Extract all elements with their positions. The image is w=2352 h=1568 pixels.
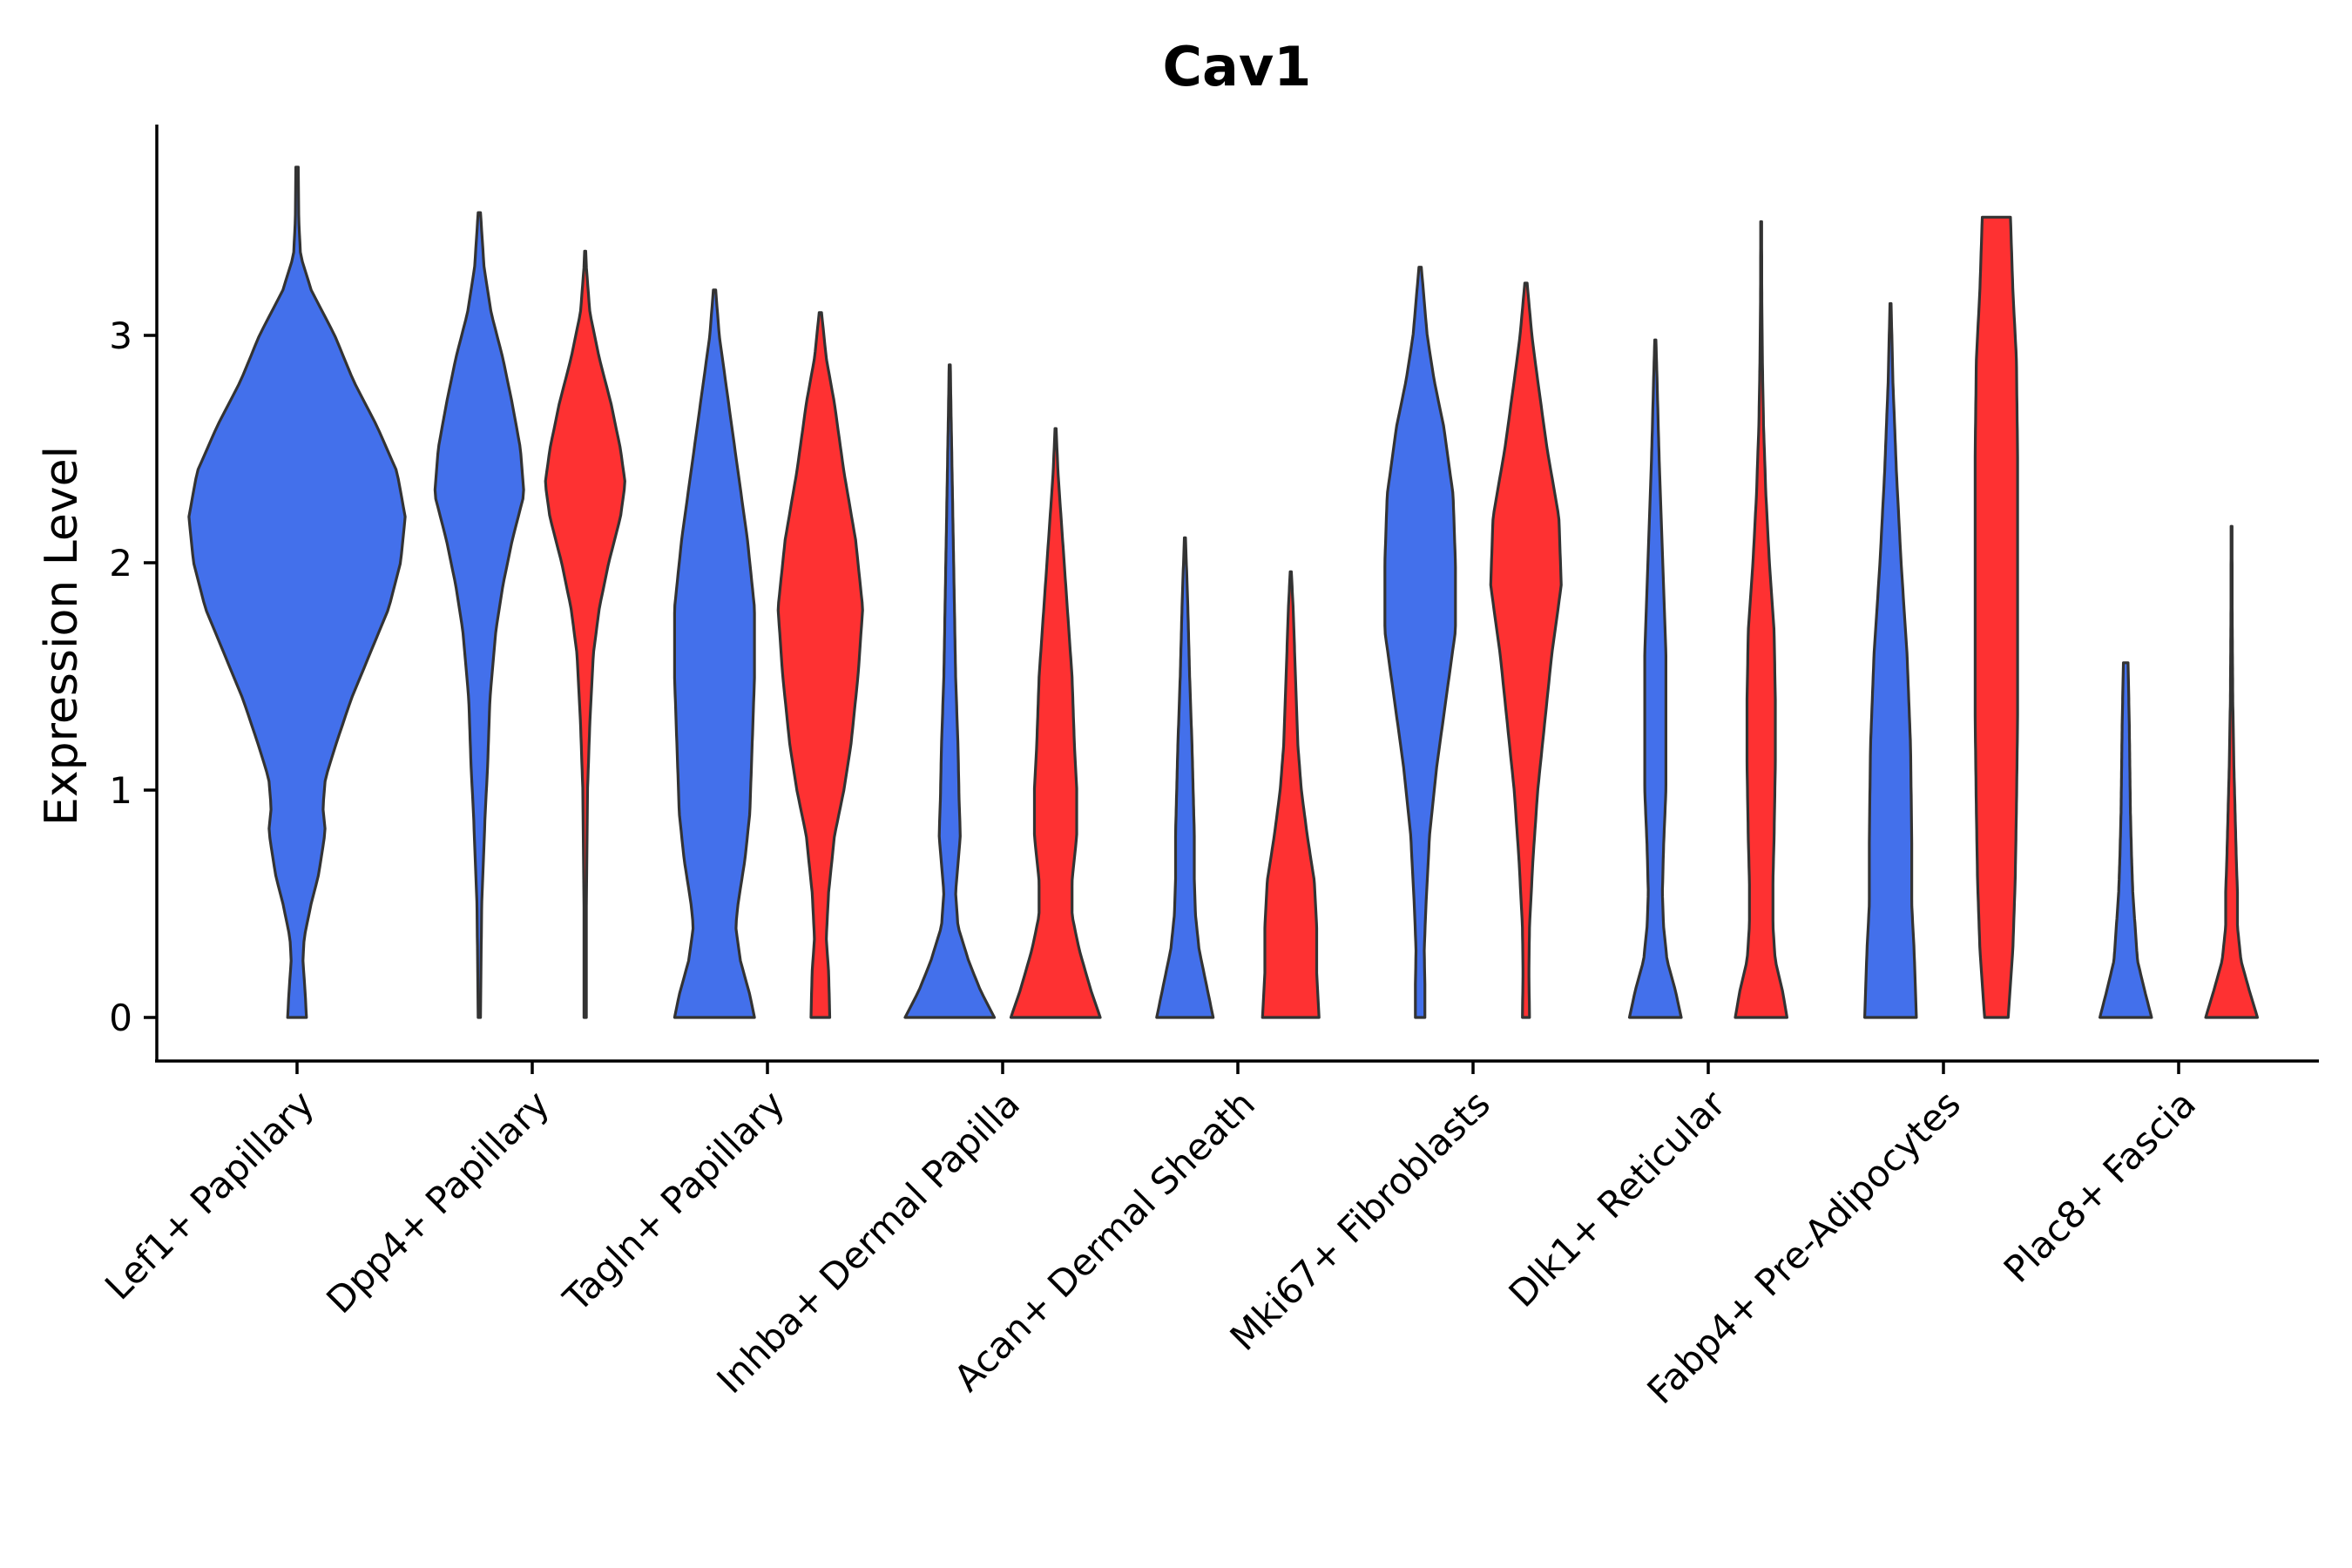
chart-title: Cav1 <box>1163 35 1312 98</box>
x-tick-label-6: Mki67+ Fibroblasts <box>1222 1082 1498 1358</box>
violin-v13-red <box>1734 220 1788 1019</box>
violin-v8-blue <box>1155 536 1215 1019</box>
violin-v3-red <box>544 249 626 1019</box>
violin-v10-blue <box>1383 266 1457 1019</box>
y-ticks-group: 0 1 2 3 <box>109 314 157 1039</box>
x-tick-label-3: Tagln+ Papillary <box>555 1082 793 1320</box>
y-tick-label-1: 1 <box>109 769 132 812</box>
y-tick-label-2: 2 <box>109 542 132 585</box>
violin-v1-blue <box>187 166 407 1019</box>
violin-v12-blue <box>1627 338 1683 1019</box>
x-tick-label-7: Dlk1+ Reticular <box>1501 1082 1734 1315</box>
x-tick-label-2: Dpp4+ Papillary <box>318 1082 558 1321</box>
y-tick-label-0: 0 <box>109 997 132 1039</box>
violin-v14-blue <box>1863 301 1918 1019</box>
violin-v11-red <box>1489 281 1563 1019</box>
violin-v4-blue <box>672 288 756 1019</box>
violin-v17-red <box>2204 524 2259 1019</box>
violin-v15-red <box>1973 215 2019 1019</box>
y-axis-label: Expression Level <box>36 446 88 826</box>
violin-v6-blue <box>903 363 997 1019</box>
violin-v7-red <box>1009 427 1102 1019</box>
violin-v5-red <box>776 311 864 1019</box>
x-tick-label-1: Lef1+ Papillary <box>97 1082 322 1308</box>
violins-group <box>187 166 2259 1019</box>
violin-v16-blue <box>2099 661 2153 1019</box>
violin-v2-blue <box>433 211 525 1019</box>
y-tick-label-3: 3 <box>109 314 132 357</box>
x-tick-label-9: Plac8+ Fascia <box>1996 1082 2204 1290</box>
violin-v9-red <box>1260 570 1321 1019</box>
